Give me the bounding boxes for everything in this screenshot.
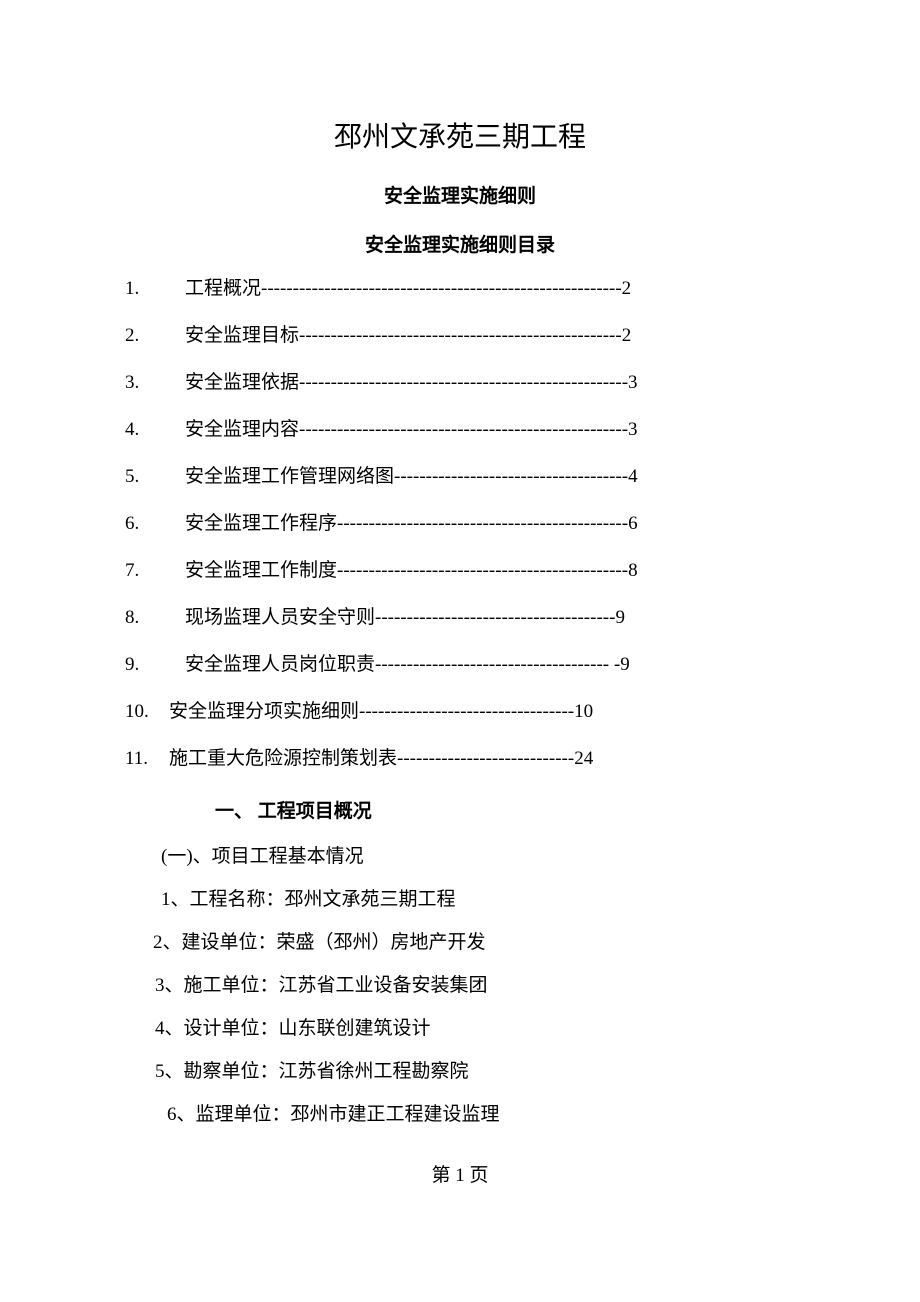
toc-leader: ----------------------------------------…: [261, 279, 622, 298]
body-line: (一)、项目工程基本情况: [161, 847, 795, 866]
toc-page-number: 24: [574, 749, 593, 768]
toc-number: 8.: [125, 608, 185, 627]
toc-page-number: 9: [620, 655, 630, 674]
toc-page-number: 10: [574, 702, 593, 721]
toc-row: 3.安全监理依据--------------------------------…: [125, 373, 795, 392]
toc-page-number: 6: [628, 514, 638, 533]
toc-leader: ----------------------------------------…: [337, 514, 628, 533]
body-line: 4、设计单位：山东联创建筑设计: [155, 1019, 795, 1038]
toc-number: 4.: [125, 420, 185, 439]
toc-label: 施工重大危险源控制策划表: [169, 749, 397, 768]
toc-number: 1.: [125, 279, 185, 298]
toc-label: 安全监理工作管理网络图: [185, 467, 394, 486]
toc-number: 6.: [125, 514, 185, 533]
toc-leader: -------------------------------------: [394, 467, 628, 486]
toc-leader: ----------------------------------------…: [299, 326, 622, 345]
toc-label: 安全监理内容: [185, 420, 299, 439]
toc-label: 安全监理工作制度: [185, 561, 337, 580]
toc-row: 11.施工重大危险源控制策划表 ------------------------…: [125, 749, 795, 768]
toc-page-number: 3: [628, 420, 638, 439]
table-of-contents: 1.工程概况----------------------------------…: [125, 279, 795, 768]
toc-page-number: 2: [622, 326, 632, 345]
body-line: 5、勘察单位：江苏省徐州工程勘察院: [155, 1062, 795, 1081]
body-content: (一)、项目工程基本情况 1、工程名称：邳州文承苑三期工程 2、建设单位：荣盛（邳州…: [125, 847, 795, 1124]
document-title: 邳州文承苑三期工程: [125, 115, 795, 155]
toc-leader: --------------------------------------: [375, 608, 615, 627]
toc-label: 工程概况: [185, 279, 261, 298]
document-page: 邳州文承苑三期工程 安全监理实施细则 安全监理实施细则目录 1.工程概况----…: [0, 0, 920, 1247]
toc-page-number: 2: [622, 279, 632, 298]
toc-number: 10.: [125, 702, 169, 721]
toc-row: 7.安全监理工作制度------------------------------…: [125, 561, 795, 580]
body-line: 3、施工单位：江苏省工业设备安装集团: [155, 976, 795, 995]
toc-row: 8.现场监理人员安全守则 ---------------------------…: [125, 608, 795, 627]
toc-page-number: 3: [628, 373, 638, 392]
toc-leader: ----------------------------------------…: [299, 420, 628, 439]
document-subtitle-1: 安全监理实施细则: [125, 181, 795, 208]
toc-leader: ----------------------------: [397, 749, 574, 768]
document-subtitle-2: 安全监理实施细则目录: [125, 230, 795, 257]
toc-page-number: 8: [628, 561, 638, 580]
toc-row: 2.安全监理目标--------------------------------…: [125, 326, 795, 345]
toc-number: 7.: [125, 561, 185, 580]
toc-leader: ----------------------------------------…: [299, 373, 628, 392]
toc-label: 安全监理人员岗位职责: [185, 655, 375, 674]
toc-label: 安全监理依据: [185, 373, 299, 392]
toc-number: 5.: [125, 467, 185, 486]
section-heading: 一、 工程项目概况: [215, 796, 795, 823]
toc-row: 1.工程概况----------------------------------…: [125, 279, 795, 298]
body-line: 1、工程名称：邳州文承苑三期工程: [161, 890, 795, 909]
toc-number: 2.: [125, 326, 185, 345]
page-footer: 第 1 页: [125, 1160, 795, 1187]
body-line: 2、建设单位：荣盛（邳州）房地产开发: [153, 933, 795, 952]
toc-row: 4.安全监理内容--------------------------------…: [125, 420, 795, 439]
toc-label: 安全监理分项实施细则: [169, 702, 359, 721]
toc-leader: ----------------------------------------…: [337, 561, 628, 580]
toc-label: 安全监理目标: [185, 326, 299, 345]
toc-leader: ----------------------------------: [359, 702, 574, 721]
toc-number: 9.: [125, 655, 185, 674]
toc-number: 3.: [125, 373, 185, 392]
toc-label: 现场监理人员安全守则: [185, 608, 375, 627]
toc-leader: ------------------------------------- -: [375, 655, 620, 674]
toc-row: 6.安全监理工作程序------------------------------…: [125, 514, 795, 533]
toc-row: 5.安全监理工作管理网络图---------------------------…: [125, 467, 795, 486]
toc-page-number: 9: [615, 608, 625, 627]
toc-page-number: 4: [628, 467, 638, 486]
toc-row: 10.安全监理分项实施细则 --------------------------…: [125, 702, 795, 721]
toc-number: 11.: [125, 749, 169, 768]
body-line: 6、监理单位：邳州市建正工程建设监理: [167, 1105, 795, 1124]
toc-label: 安全监理工作程序: [185, 514, 337, 533]
toc-row: 9.安全监理人员岗位职责----------------------------…: [125, 655, 795, 674]
